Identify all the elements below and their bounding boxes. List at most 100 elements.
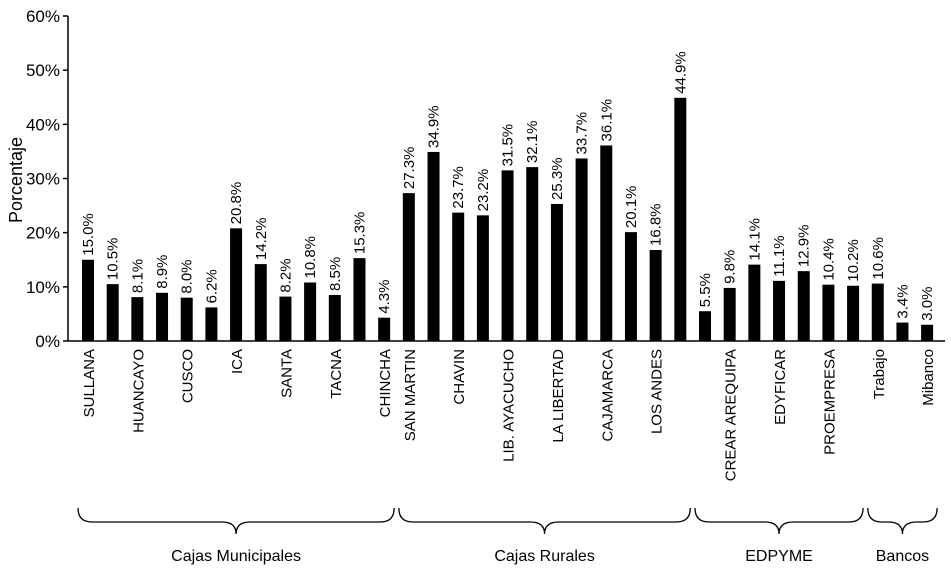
value-label: 10.5% — [105, 238, 122, 281]
value-label: 10.2% — [845, 239, 862, 282]
bar — [353, 258, 366, 341]
bar — [254, 264, 267, 341]
value-label: 32.1% — [524, 121, 541, 164]
x-tick-label: Mibanco — [920, 349, 937, 406]
x-tick-label: CAJAMARCA — [599, 349, 616, 442]
value-label: 23.2% — [475, 169, 492, 212]
value-label: 10.4% — [820, 238, 837, 281]
group-label: EDPYME — [745, 548, 813, 565]
x-tick-label: CUSCO — [180, 349, 197, 403]
x-tick-label: LOS ANDES — [649, 349, 666, 434]
value-label: 36.1% — [598, 99, 615, 142]
value-label: 14.2% — [253, 218, 270, 261]
value-label: 44.9% — [672, 51, 689, 94]
x-tick-label: LIB. AYACUCHO — [501, 349, 518, 462]
value-label: 9.8% — [722, 250, 739, 284]
bar — [699, 311, 711, 341]
value-label: 8.5% — [327, 257, 344, 291]
y-tick-label: 40% — [26, 115, 60, 134]
group-brace — [398, 507, 691, 535]
bar — [723, 287, 736, 341]
y-tick-label: 20% — [26, 224, 60, 243]
x-tick-label: SULLANA — [81, 349, 98, 417]
y-tick-label: 50% — [26, 61, 60, 80]
bar — [156, 292, 169, 341]
bar — [649, 250, 662, 341]
x-tick-label: CHAVIN — [451, 349, 468, 405]
bar — [550, 203, 563, 341]
y-tick-label: 30% — [26, 170, 60, 189]
bar — [748, 264, 761, 341]
value-label: 15.0% — [80, 213, 97, 256]
value-label: 8.0% — [179, 259, 196, 293]
y-axis-label: Porcentaje — [6, 137, 26, 223]
bar — [279, 296, 292, 341]
bar — [452, 212, 465, 341]
group-brace — [867, 507, 938, 535]
bar — [871, 283, 884, 341]
bar — [476, 215, 489, 341]
x-tick-label: Trabajo — [871, 349, 888, 399]
x-tick-label: SAN MARTIN — [402, 349, 419, 441]
value-label: 3.4% — [894, 284, 911, 318]
x-tick-label: PROEMPRESA — [821, 349, 838, 455]
bar — [131, 297, 144, 341]
value-label: 10.6% — [870, 237, 887, 280]
value-label: 20.1% — [623, 186, 640, 229]
x-tick-label: HUANCAYO — [130, 349, 147, 433]
value-label: 25.3% — [549, 157, 566, 200]
y-tick-label: 0% — [35, 332, 60, 351]
bar — [600, 145, 613, 341]
value-label: 8.1% — [129, 259, 146, 293]
value-label: 20.8% — [228, 182, 245, 225]
x-tick-label: CREAR AREQUIPA — [723, 349, 740, 481]
bar — [773, 280, 786, 341]
bar — [575, 158, 588, 341]
group-brace — [77, 507, 395, 535]
x-tick-label: SANTA — [278, 349, 295, 398]
bar — [921, 324, 934, 341]
value-label: 5.5% — [697, 273, 714, 307]
bar — [624, 232, 637, 341]
value-label: 34.9% — [426, 105, 443, 148]
bar — [180, 297, 193, 341]
bar — [82, 259, 94, 341]
x-tick-label: ICA — [229, 349, 246, 374]
group-label: Cajas Rurales — [494, 548, 594, 565]
bar — [822, 284, 835, 341]
bar — [106, 284, 119, 341]
y-tick-label: 10% — [26, 278, 60, 297]
bar — [674, 97, 687, 342]
value-label: 3.0% — [919, 287, 936, 321]
y-tick-label: 60% — [26, 7, 60, 26]
value-label: 23.7% — [450, 166, 467, 209]
value-label: 27.3% — [401, 147, 418, 190]
value-label: 11.1% — [771, 235, 788, 276]
bar — [230, 228, 243, 341]
bar — [328, 294, 341, 341]
x-tick-label: CHINCHA — [377, 349, 394, 417]
bar — [304, 282, 317, 341]
group-brace — [694, 507, 864, 535]
group-label: Cajas Municipales — [171, 548, 301, 565]
value-label: 10.8% — [302, 236, 319, 279]
bar — [378, 317, 391, 341]
group-label: Bancos — [876, 548, 929, 565]
value-label: 33.7% — [574, 112, 591, 155]
bar — [847, 285, 860, 341]
value-label: 4.3% — [376, 280, 393, 314]
bar — [526, 167, 539, 341]
bar — [501, 170, 514, 341]
bar — [205, 307, 218, 341]
value-label: 6.2% — [203, 269, 220, 303]
value-label: 14.1% — [746, 218, 763, 261]
bar — [427, 151, 440, 341]
value-label: 12.9% — [796, 225, 813, 268]
x-tick-label: TACNA — [328, 349, 345, 399]
value-label: 8.9% — [154, 255, 171, 289]
bar — [896, 322, 909, 341]
bar — [797, 271, 810, 341]
value-label: 16.8% — [648, 203, 665, 246]
bar — [402, 193, 415, 341]
